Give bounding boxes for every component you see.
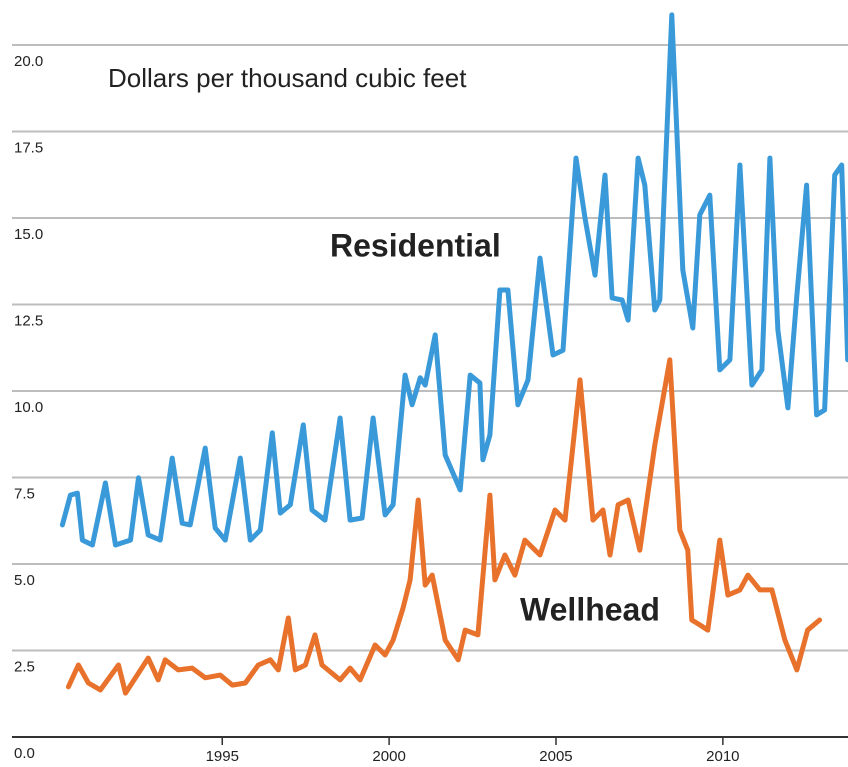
y-tick-label: 5.0 [14, 572, 35, 589]
y-tick-label: 12.5 [14, 312, 43, 329]
y-tick-label: 0.0 [14, 745, 35, 762]
y-tick-label: 20.0 [14, 53, 43, 70]
x-tick-label: 2000 [372, 748, 405, 765]
y-tick-label: 7.5 [14, 485, 35, 502]
y-tick-label: 17.5 [14, 139, 43, 156]
x-tick-label: 2005 [539, 748, 572, 765]
series-line [65, 357, 823, 696]
y-tick-label: 2.5 [14, 658, 35, 675]
y-tick-label: 10.0 [14, 399, 43, 416]
y-tick-label: 15.0 [14, 226, 43, 243]
series-label: Wellhead [520, 591, 660, 627]
series-label: Residential [330, 227, 501, 263]
series-line [59, 12, 848, 548]
x-tick-label: 1995 [206, 748, 239, 765]
unit-annotation: Dollars per thousand cubic feet [108, 63, 467, 93]
x-tick-label: 2010 [706, 748, 739, 765]
